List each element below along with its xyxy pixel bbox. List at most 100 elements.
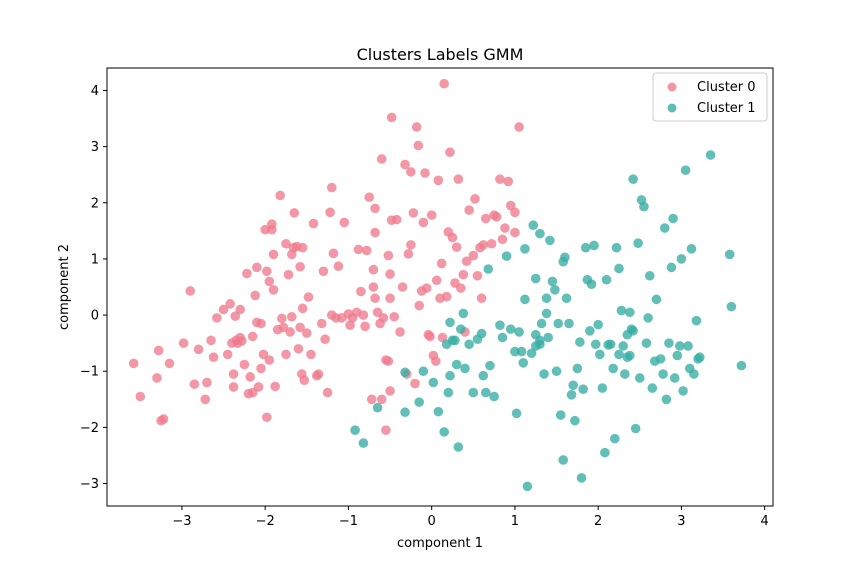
cluster-1-point — [726, 301, 737, 312]
cluster-0-point — [368, 264, 379, 275]
cluster-0-point — [193, 344, 204, 355]
points-layer — [128, 78, 747, 492]
cluster-0-point — [385, 386, 395, 396]
cluster-0-point — [370, 203, 380, 214]
cluster-1-point — [643, 313, 653, 323]
cluster-0-point — [431, 275, 442, 286]
cluster-1-point — [526, 348, 537, 359]
cluster-1-point — [694, 352, 705, 362]
cluster-0-point — [406, 167, 416, 177]
cluster-0-point — [189, 379, 200, 389]
cluster-1-point — [601, 274, 612, 285]
cluster-1-point — [586, 279, 597, 289]
cluster-1-point — [628, 326, 638, 336]
cluster-1-point — [497, 332, 508, 343]
cluster-0-point — [497, 234, 508, 245]
cluster-1-point — [350, 425, 360, 435]
cluster-1-point — [672, 350, 683, 361]
cluster-1-point — [489, 391, 499, 402]
y-axis-label: component 2 — [57, 244, 72, 330]
cluster-0-point — [222, 349, 233, 360]
legend: Cluster 0 Cluster 1 — [652, 72, 768, 122]
cluster-1-point — [561, 293, 572, 304]
cluster-0-point — [268, 249, 279, 260]
cluster-0-point — [418, 217, 429, 228]
cluster-0-point — [295, 322, 305, 333]
cluster-0-point — [235, 304, 245, 315]
cluster-1-point — [528, 220, 539, 231]
cluster-1-point — [691, 315, 702, 326]
cluster-0-point — [410, 378, 420, 389]
cluster-0-point — [386, 112, 397, 123]
cluster-0-point — [472, 270, 483, 281]
cluster-0-point — [486, 238, 497, 249]
x-tick-label: −3 — [172, 514, 191, 529]
cluster-1-point — [658, 369, 668, 379]
cluster-0-point — [433, 175, 444, 186]
cluster-1-point — [635, 373, 645, 383]
cluster-0-point — [453, 174, 464, 184]
cluster-0-point — [358, 310, 369, 320]
cluster-0-point — [426, 210, 437, 220]
legend-box — [652, 72, 768, 122]
cluster-0-point — [152, 373, 162, 383]
cluster-0-point — [237, 336, 247, 346]
cluster-0-point — [295, 261, 305, 272]
cluster-0-point — [406, 240, 416, 250]
cluster-1-point — [572, 363, 583, 374]
cluster-1-point — [678, 386, 688, 396]
cluster-1-point — [558, 455, 569, 465]
cluster-0-point — [397, 282, 408, 292]
cluster-1-point — [541, 308, 552, 319]
cluster-0-point — [153, 345, 164, 356]
cluster-1-point — [520, 294, 530, 305]
cluster-1-point — [611, 242, 622, 253]
cluster-0-point — [322, 387, 333, 398]
cluster-0-point — [230, 311, 241, 322]
cluster-0-point — [262, 266, 272, 277]
cluster-0-point — [264, 276, 275, 287]
cluster-1-point — [520, 244, 530, 254]
cluster-0-point — [281, 238, 291, 249]
cluster-1-point — [451, 359, 462, 370]
cluster-0-point — [421, 283, 432, 293]
cluster-1-point — [553, 318, 564, 329]
cluster-0-point — [260, 224, 270, 235]
cluster-1-point — [570, 415, 580, 426]
cluster-0-point — [164, 358, 175, 369]
cluster-1-point — [418, 366, 429, 377]
cluster-1-point — [625, 350, 635, 361]
x-axis-label: component 1 — [397, 536, 483, 551]
cluster-1-point — [510, 346, 520, 357]
cluster-1-point — [551, 366, 562, 377]
x-tick-label: 4 — [761, 514, 769, 529]
cluster-1-point — [585, 326, 595, 336]
cluster-0-point — [413, 140, 424, 151]
cluster-1-point — [516, 346, 527, 357]
cluster-0-point — [400, 159, 410, 170]
cluster-1-point — [480, 387, 491, 398]
cluster-1-point — [460, 363, 470, 374]
cluster-0-point — [158, 414, 169, 424]
cluster-0-point — [403, 249, 414, 259]
cluster-0-point — [250, 290, 260, 301]
cluster-1-point — [485, 360, 495, 371]
cluster-0-point — [281, 349, 291, 360]
cluster-1-point — [443, 387, 454, 398]
cluster-1-point — [659, 223, 670, 233]
cluster-0-point — [441, 291, 452, 302]
cluster-0-point — [303, 292, 314, 302]
cluster-0-point — [361, 245, 372, 256]
y-tick-label: 4 — [91, 84, 99, 99]
cluster-0-point — [353, 244, 364, 255]
cluster-1-point — [686, 244, 697, 254]
cluster-0-point — [320, 334, 330, 345]
cluster-0-point — [275, 190, 285, 201]
cluster-0-point — [277, 313, 287, 324]
x-tick-label: 0 — [428, 514, 436, 529]
cluster-0-point — [299, 375, 310, 386]
cluster-0-point — [202, 377, 212, 388]
cluster-0-point — [381, 425, 391, 435]
cluster-0-point — [385, 269, 395, 279]
cluster-1-point — [511, 408, 522, 419]
